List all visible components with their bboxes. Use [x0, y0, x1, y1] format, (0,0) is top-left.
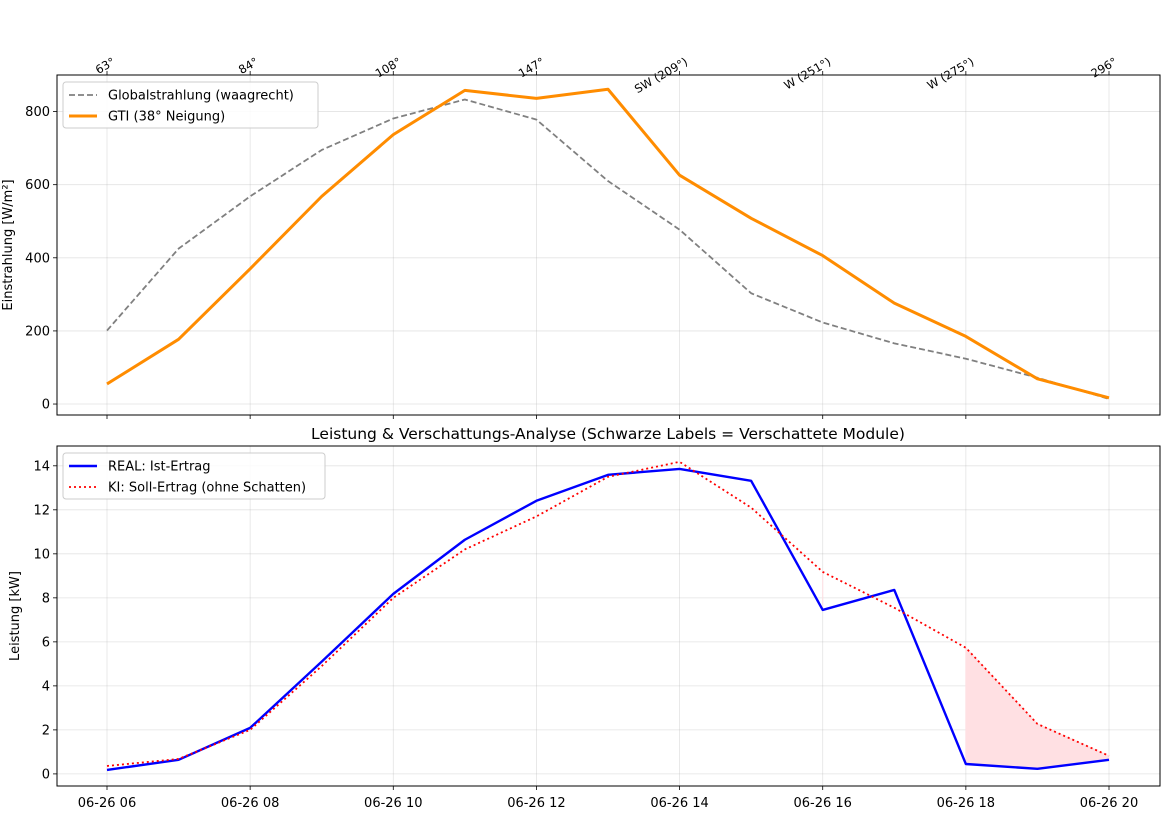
- y-tick-label: 200: [25, 324, 50, 339]
- azimuth-label: W (251°): [781, 54, 833, 92]
- azimuth-label: W (275°): [925, 54, 977, 92]
- y-tick-label: 600: [25, 178, 50, 193]
- power-axes: 0 2 4 6 8 10 12 14 Leistung [kW] REAL: Ist-Ertrag…: [8, 425, 1161, 811]
- y-tick-label: 4: [42, 679, 50, 694]
- x-tick-label: 06-26 18: [937, 796, 995, 811]
- legend-label-0: REAL: Ist-Ertrag: [108, 460, 211, 475]
- series-line-0: [106, 467, 1110, 772]
- y-axis-label: Einstrahlung [W/m²]: [1, 179, 16, 310]
- y-tick-label: 0: [42, 767, 50, 782]
- y-tick-label: 14: [33, 459, 50, 474]
- y-tick-label: 10: [33, 547, 50, 562]
- x-tick-label: 06-26 12: [507, 796, 565, 811]
- legend-box: [62, 452, 326, 500]
- irradiance-axes: 0 200 400 600 800 Einstrahlung [W/m²] Globalst…: [1, 54, 1161, 419]
- x-tick-label: 06-26 10: [364, 796, 422, 811]
- x-tick-label: 06-26 14: [650, 796, 708, 811]
- azimuth-label: 108°: [373, 54, 404, 80]
- y-tick-label: 6: [42, 635, 50, 650]
- y-tick-label: 12: [33, 503, 50, 518]
- azimuth-label: 296°: [1089, 54, 1120, 80]
- azimuth-label: 84°: [236, 54, 261, 76]
- y-tick-label: 8: [42, 591, 50, 606]
- shortfall-shading: [965, 646, 1110, 770]
- x-tick-label: 06-26 06: [78, 796, 136, 811]
- axes-frame: [56, 74, 1161, 416]
- x-tick-label: 06-26 20: [1080, 796, 1138, 811]
- legend-label-1: KI: Soll-Ertrag (ohne Schatten): [108, 481, 306, 496]
- azimuth-label: 147°: [516, 54, 547, 80]
- axes-frame: [56, 445, 1161, 787]
- y-tick-label: 400: [25, 251, 50, 266]
- chart-title: Leistung & Verschattungs-Analyse (Schwar…: [311, 425, 905, 443]
- y-tick-label: 800: [25, 105, 50, 120]
- x-tick-label: 06-26 16: [793, 796, 851, 811]
- azimuth-label: 63°: [93, 54, 118, 76]
- series-line-1: [106, 87, 1110, 400]
- legend-label-0: Globalstrahlung (waagrecht): [108, 89, 294, 104]
- series-line-0: [106, 98, 1110, 400]
- y-tick-label: 0: [42, 398, 50, 413]
- legend-box: [62, 81, 319, 129]
- x-tick-label: 06-26 08: [221, 796, 279, 811]
- y-tick-label: 2: [42, 723, 50, 738]
- legend-label-1: GTI (38° Neigung): [108, 110, 225, 125]
- y-axis-label: Leistung [kW]: [8, 571, 23, 661]
